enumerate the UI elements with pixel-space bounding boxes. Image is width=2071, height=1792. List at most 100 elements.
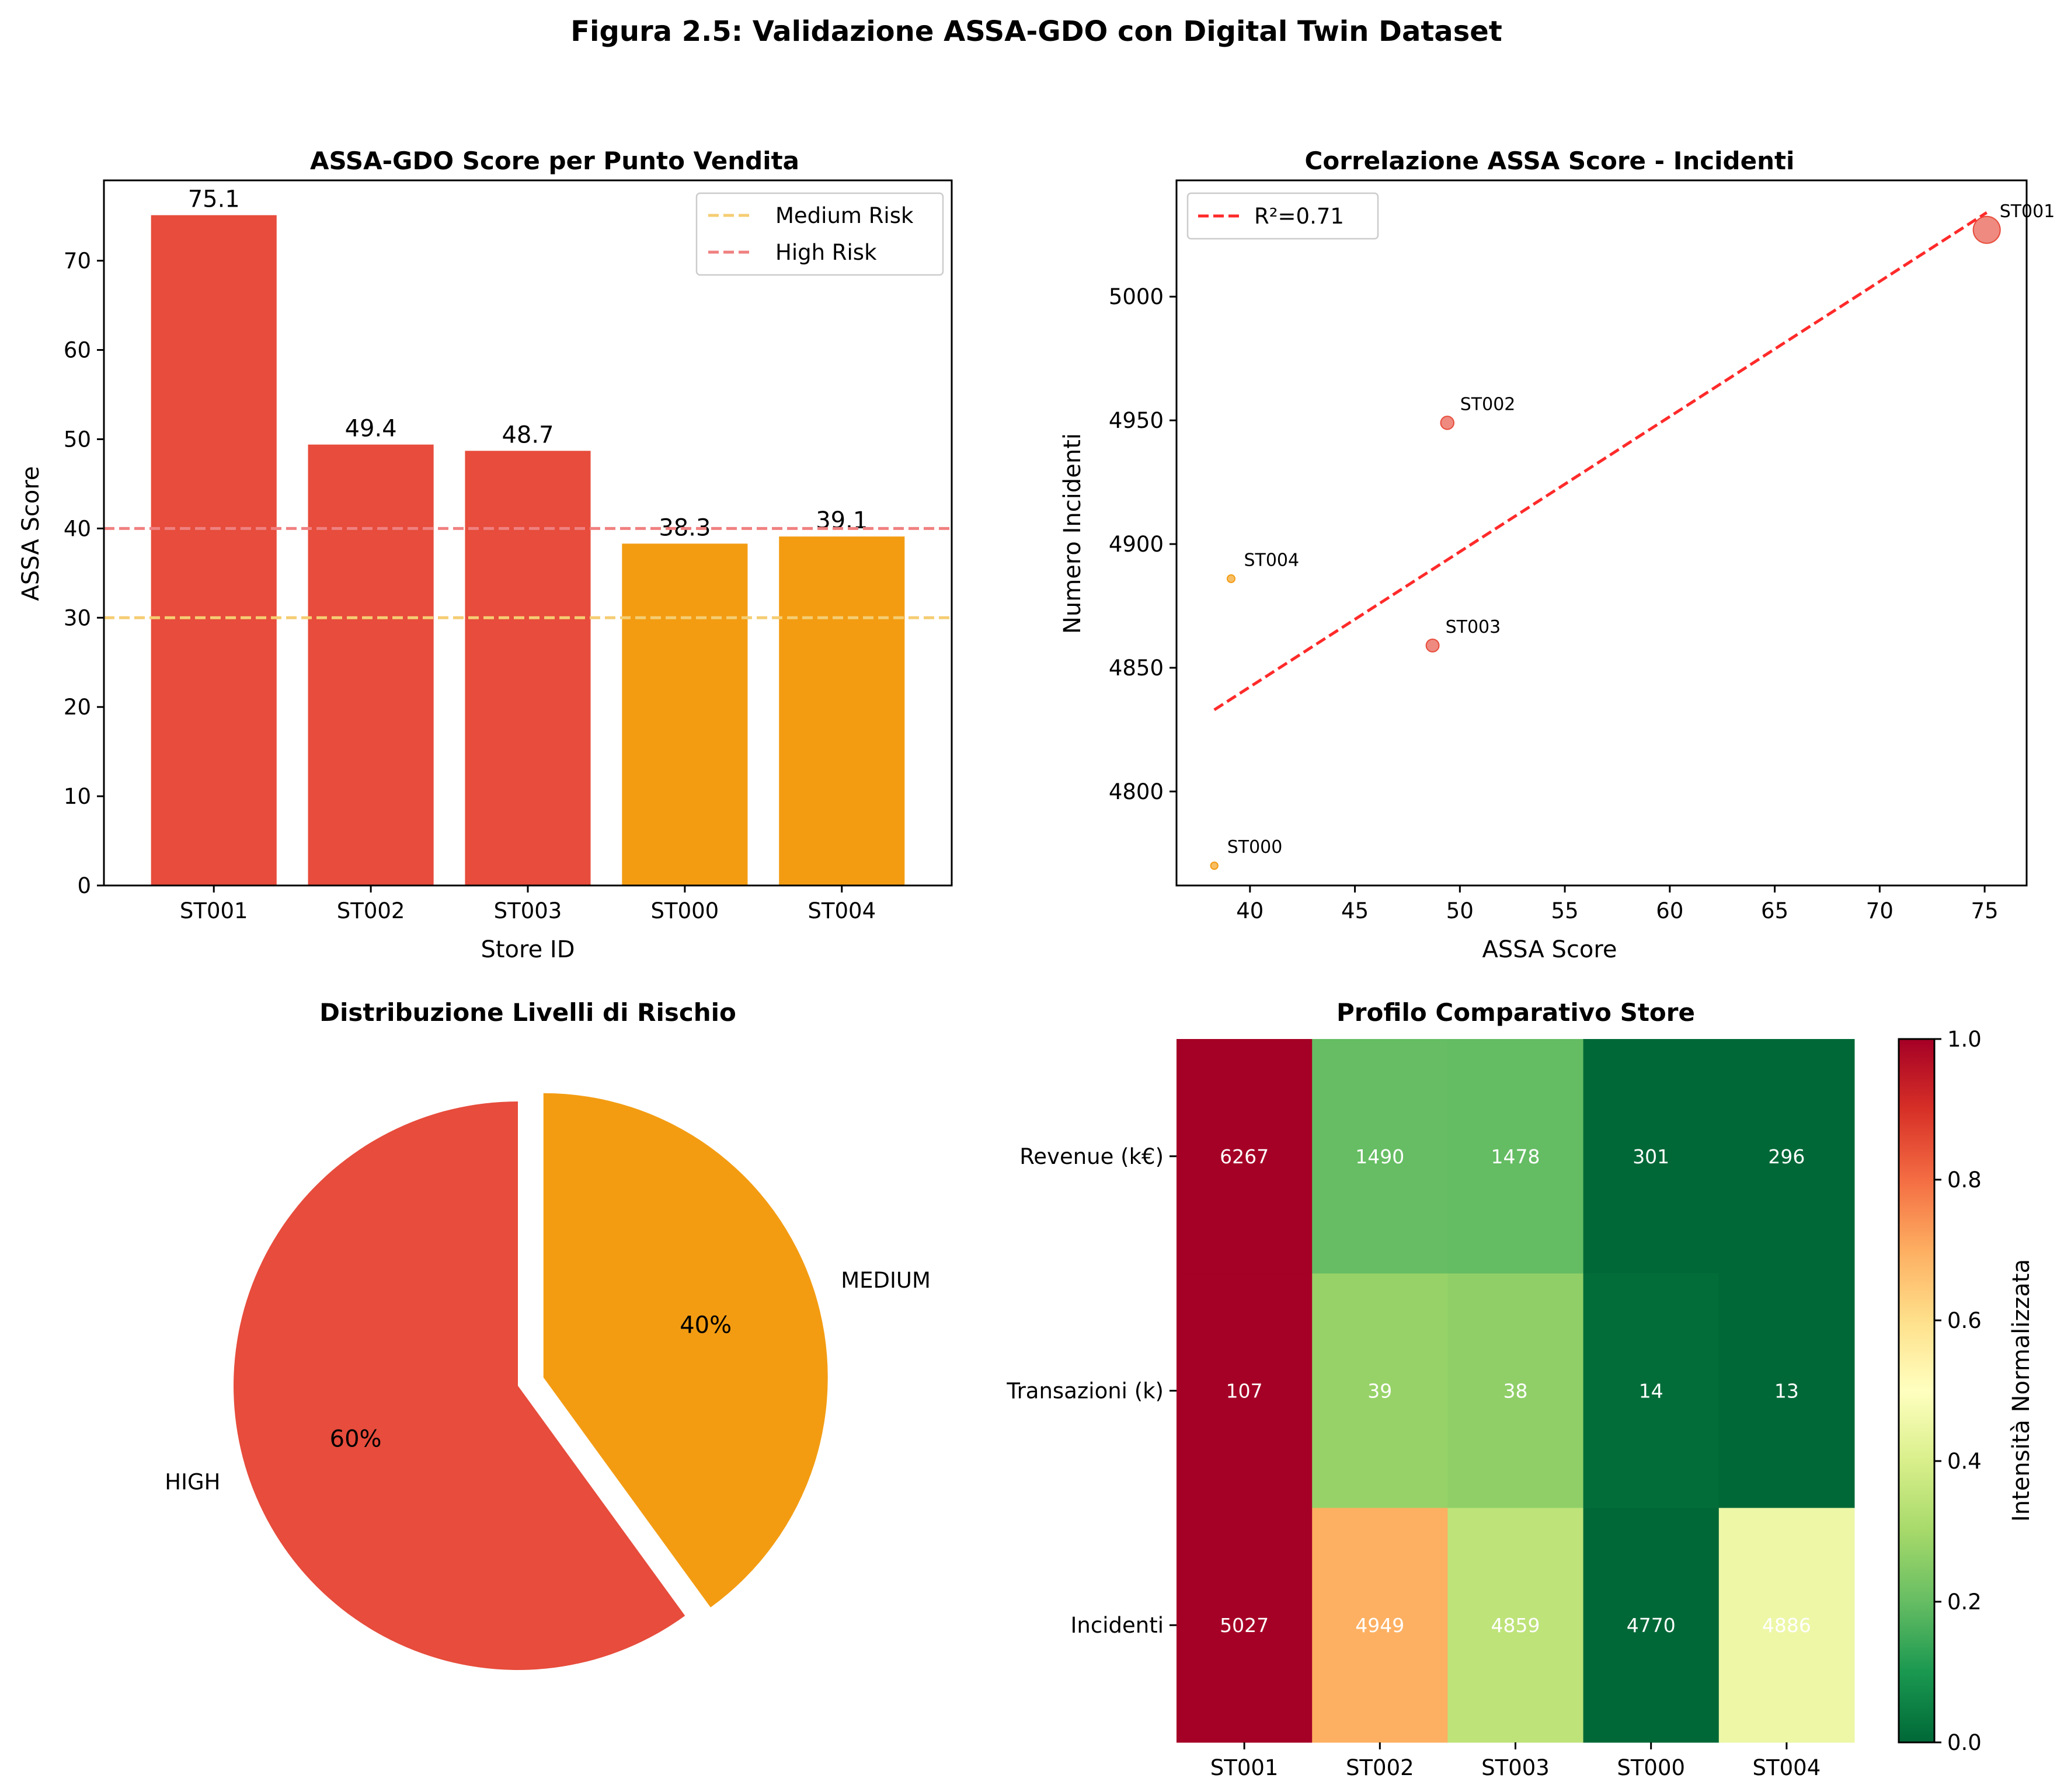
y-tick-label: 30 bbox=[64, 605, 91, 630]
x-tick-label: ST002 bbox=[1346, 1755, 1414, 1780]
y-tick-label: Incidenti bbox=[1071, 1613, 1164, 1638]
heatmap-cell bbox=[1718, 1273, 1855, 1508]
scatter-point-st003 bbox=[1425, 638, 1440, 653]
y-tick-label: 60 bbox=[64, 338, 91, 363]
scatter-point-st000 bbox=[1210, 861, 1219, 870]
bar-st000 bbox=[622, 543, 748, 885]
heatmap-cell bbox=[1447, 1508, 1584, 1743]
colorbar-label: Intensità Normalizzata bbox=[2008, 1259, 2035, 1522]
y-tick-label: 4900 bbox=[1109, 532, 1164, 557]
scatter-point-st001 bbox=[1972, 215, 2001, 244]
pie-percent-label: 40% bbox=[680, 1312, 732, 1338]
bar-value-label: 39.1 bbox=[816, 507, 868, 534]
heatmap-cell-value: 107 bbox=[1226, 1380, 1263, 1403]
scatter-chart-frame bbox=[1175, 179, 2028, 887]
bar-value-label: 49.4 bbox=[345, 416, 397, 442]
fit-line-legend-label: R²=0.71 bbox=[1254, 204, 1344, 229]
colorbar-tick-label: 1.0 bbox=[1947, 1027, 1982, 1052]
bar-legend-box bbox=[695, 192, 944, 276]
x-tick-label: 65 bbox=[1761, 898, 1788, 923]
bar-value-label: 48.7 bbox=[502, 421, 554, 448]
scatter-chart-ylabel: Numero Incidenti bbox=[1059, 433, 1086, 634]
heatmap-cell-value: 39 bbox=[1367, 1380, 1392, 1403]
colorbar-tick-label: 0.4 bbox=[1947, 1449, 1982, 1474]
bar-st003 bbox=[465, 451, 591, 885]
scatter-point-st002 bbox=[1440, 416, 1455, 430]
scatter-chart-legend: R²=0.71 bbox=[1186, 192, 1379, 240]
heatmap-cell-value: 13 bbox=[1774, 1380, 1799, 1403]
figure-title: Figura 2.5: Validazione ASSA-GDO con Dig… bbox=[570, 15, 1502, 48]
y-tick-label: 70 bbox=[64, 249, 91, 274]
heatmap-cell-value: 38 bbox=[1503, 1380, 1528, 1403]
heatmap-cell-value: 14 bbox=[1639, 1380, 1663, 1403]
y-tick-label: 10 bbox=[64, 784, 91, 809]
x-tick-label: 75 bbox=[1971, 898, 1999, 923]
y-tick-label: 20 bbox=[64, 695, 91, 720]
scatter-point-label: ST003 bbox=[1446, 617, 1501, 637]
pie-slice-high bbox=[233, 1101, 685, 1671]
high-risk-legend-label: High Risk bbox=[775, 240, 877, 265]
heatmap-cell bbox=[1583, 1273, 1720, 1508]
y-tick-label: 50 bbox=[64, 427, 91, 452]
x-tick-label: 40 bbox=[1236, 898, 1264, 923]
heatmap-cell bbox=[1583, 1039, 1720, 1274]
bar-value-label: 75.1 bbox=[188, 186, 240, 213]
colorbar-tick-label: 0.8 bbox=[1947, 1167, 1982, 1193]
scatter-point-label: ST002 bbox=[1460, 394, 1516, 414]
y-tick-label: Transazioni (k) bbox=[1006, 1379, 1164, 1404]
pie-percent-label: 60% bbox=[330, 1425, 382, 1452]
x-tick-label: 45 bbox=[1341, 898, 1369, 923]
x-tick-label: 55 bbox=[1551, 898, 1579, 923]
heatmap-cell-value: 1490 bbox=[1355, 1145, 1404, 1168]
heatmap-cell-value: 4859 bbox=[1491, 1614, 1540, 1637]
x-tick-label: ST001 bbox=[180, 898, 248, 923]
pie-chart-panel: Distribuzione Livelli di Rischio 60% HIGH… bbox=[165, 998, 931, 1671]
colorbar-tick-label: 0.0 bbox=[1947, 1730, 1982, 1755]
colorbar-tick-label: 0.6 bbox=[1947, 1308, 1982, 1333]
heatmap-cell bbox=[1312, 1273, 1448, 1508]
x-tick-label: 50 bbox=[1446, 898, 1474, 923]
x-tick-label: ST001 bbox=[1210, 1755, 1279, 1780]
y-tick-label: 5000 bbox=[1109, 284, 1164, 309]
heatmap-cell-value: 301 bbox=[1633, 1145, 1669, 1168]
scatter-legend-box bbox=[1186, 192, 1379, 240]
x-tick-label: ST000 bbox=[651, 898, 719, 923]
heatmap-cell bbox=[1312, 1508, 1448, 1743]
y-tick-label: 0 bbox=[77, 873, 91, 898]
scatter-point-st004 bbox=[1226, 574, 1235, 583]
x-tick-label: 60 bbox=[1656, 898, 1683, 923]
pie-category-label: HIGH bbox=[165, 1470, 220, 1495]
heatmap-cell-value: 4770 bbox=[1627, 1614, 1676, 1637]
colorbar bbox=[1898, 1038, 1936, 1744]
x-tick-label: ST002 bbox=[337, 898, 405, 923]
bar-st001 bbox=[151, 215, 277, 885]
heatmap-cell bbox=[1718, 1039, 1855, 1274]
medium-risk-legend-label: Medium Risk bbox=[775, 203, 914, 228]
scatter-point-label: ST004 bbox=[1244, 550, 1299, 570]
heatmap-cell-value: 4949 bbox=[1355, 1614, 1404, 1637]
bar-st002 bbox=[308, 444, 434, 885]
heatmap-cell bbox=[1447, 1039, 1584, 1274]
scatter-chart-title: Correlazione ASSA Score - Incidenti bbox=[1305, 147, 1795, 175]
pie-chart-title: Distribuzione Livelli di Rischio bbox=[319, 998, 736, 1027]
y-tick-label: Revenue (k€) bbox=[1019, 1144, 1164, 1169]
heatmap-cell bbox=[1312, 1039, 1448, 1274]
x-tick-label: ST004 bbox=[1753, 1755, 1821, 1780]
y-tick-label: 4950 bbox=[1109, 408, 1164, 433]
heatmap-title: Profilo Comparativo Store bbox=[1336, 998, 1695, 1027]
bar-chart-title: ASSA-GDO Score per Punto Vendita bbox=[310, 147, 799, 175]
y-tick-label: 4800 bbox=[1109, 779, 1164, 804]
x-tick-label: ST004 bbox=[807, 898, 876, 923]
heatmap-panel: Profilo Comparativo Store 6267 1490 1478 30… bbox=[1006, 998, 2035, 1780]
y-tick-label: 4850 bbox=[1109, 656, 1164, 681]
bar-st004 bbox=[779, 536, 905, 885]
scatter-point-label: ST000 bbox=[1227, 837, 1283, 857]
heatmap-cell bbox=[1177, 1273, 1313, 1508]
scatter-chart-xlabel: ASSA Score bbox=[1482, 936, 1617, 963]
regression-line bbox=[1213, 211, 1988, 712]
pie-slice-medium bbox=[543, 1093, 828, 1608]
bar-chart-xlabel: Store ID bbox=[481, 936, 575, 963]
scatter-chart-panel: Correlazione ASSA Score - Incidenti ASSA… bbox=[1059, 147, 2055, 963]
heatmap-cell-value: 4886 bbox=[1762, 1614, 1811, 1637]
